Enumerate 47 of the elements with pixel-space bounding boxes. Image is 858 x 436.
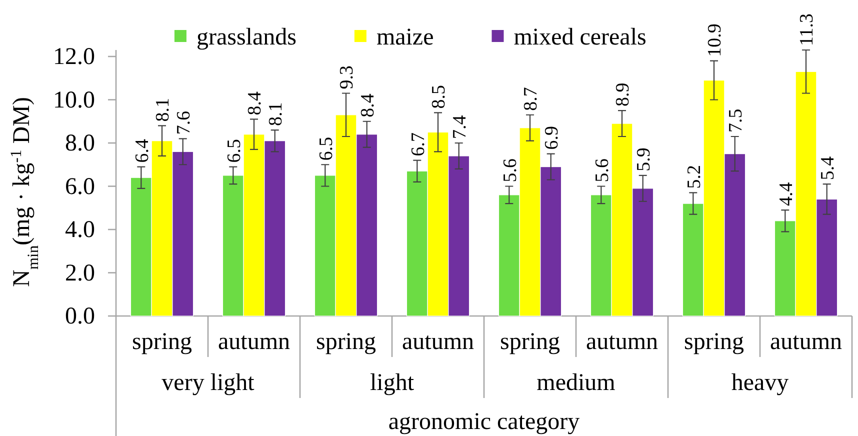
data-label: 6.4	[132, 138, 153, 163]
y-tick-label: 0.0	[65, 304, 95, 330]
data-label: 10.9	[704, 24, 726, 57]
data-label: 6.5	[316, 136, 337, 161]
y-tick-label: 6.0	[65, 174, 95, 200]
data-label: 8.1	[266, 102, 287, 126]
data-label: 4.4	[776, 182, 797, 206]
legend-label: mixed cereals	[514, 24, 646, 50]
legend-label: grasslands	[196, 24, 296, 50]
data-label: 8.4	[358, 93, 379, 118]
data-label: 5.9	[634, 148, 655, 172]
data-label: 8.4	[244, 90, 266, 116]
data-label: 5.2	[684, 164, 705, 189]
data-label: 8.7	[520, 87, 542, 111]
x-tick-label: autumn	[218, 329, 290, 355]
x-tick-label: autumn	[402, 329, 474, 355]
data-label: 6.5	[224, 139, 245, 163]
data-label: 8.1	[152, 98, 174, 122]
x-tick-label: autumn	[586, 329, 658, 355]
x-tick-label: spring	[500, 329, 560, 355]
data-label: 7.6	[174, 110, 195, 135]
text: medium	[536, 370, 616, 396]
data-label: 5.6	[592, 158, 613, 182]
y-tick-label: 2.0	[65, 260, 95, 286]
data-label: 5.4	[818, 156, 839, 180]
data-label: 8.9	[612, 82, 634, 107]
x-tick-label: spring	[132, 329, 192, 355]
x-tick-label: spring	[684, 329, 744, 355]
data-label: 9.3	[336, 66, 358, 90]
data-label: 6.9	[542, 126, 563, 150]
text: very light	[162, 370, 255, 396]
data-label: 7.4	[450, 114, 471, 139]
x-tick-label: spring	[316, 329, 376, 355]
legend-label: maize	[376, 24, 434, 50]
data-label: 11.3	[796, 13, 818, 46]
y-tick-label: 8.0	[65, 130, 95, 157]
data-label: 7.5	[726, 108, 747, 133]
y-tick-label: 10.0	[53, 87, 95, 114]
data-label: 6.7	[408, 132, 429, 156]
text: light	[370, 370, 414, 396]
text: heavy	[731, 370, 789, 396]
x-tick-label: autumn	[770, 329, 842, 355]
y-tick-label: 4.0	[65, 217, 95, 244]
data-label: 8.5	[428, 84, 450, 109]
y-tick-label: 12.0	[53, 44, 95, 70]
data-label: 5.6	[500, 158, 521, 182]
x-axis-title: agronomic category	[388, 409, 580, 435]
